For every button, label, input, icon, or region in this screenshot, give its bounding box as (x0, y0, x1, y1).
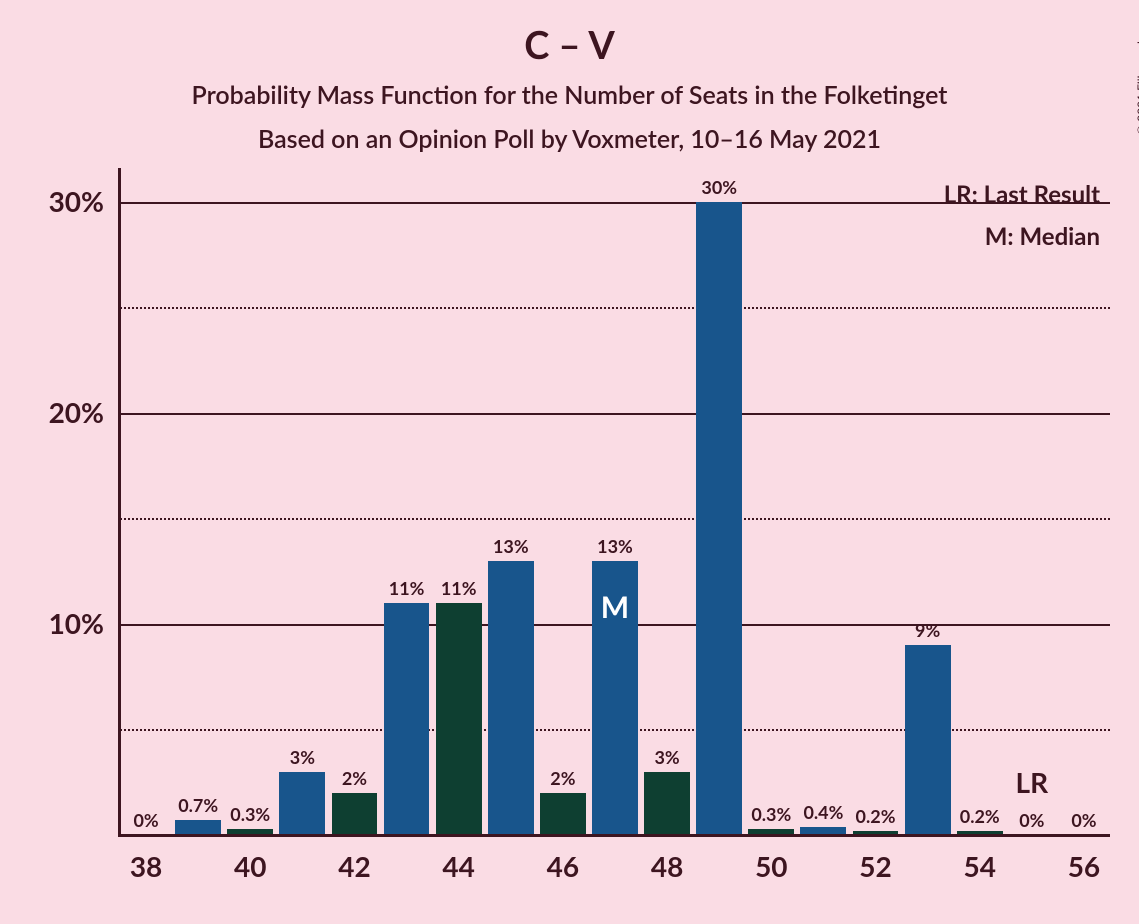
bar (540, 793, 586, 835)
bar-value-label: 0% (116, 809, 176, 831)
bar-value-label: 0.3% (741, 803, 801, 825)
bar-value-label: 2% (533, 767, 593, 789)
bar-value-label: 30% (689, 176, 749, 198)
bar-value-label: 2% (324, 767, 384, 789)
bar-value-label: 3% (637, 746, 697, 768)
x-tick-label: 46 (523, 849, 603, 883)
y-tick-label: 10% (4, 606, 104, 640)
x-tick-label: 54 (940, 849, 1020, 883)
last-result-marker: LR (992, 765, 1072, 799)
chart-subtitle-1: Probability Mass Function for the Number… (0, 80, 1139, 110)
x-tick-label: 40 (210, 849, 290, 883)
bar (488, 561, 534, 835)
x-tick-label: 42 (314, 849, 394, 883)
bar-value-label: 11% (377, 577, 437, 599)
x-tick-label: 56 (1044, 849, 1124, 883)
bar-value-label: 0% (1002, 809, 1062, 831)
bar (436, 603, 482, 835)
bar (905, 645, 951, 835)
bar (332, 793, 378, 835)
bar-value-label: 9% (898, 619, 958, 641)
bar (696, 202, 742, 835)
median-marker: M (592, 589, 638, 625)
x-tick-label: 48 (627, 849, 707, 883)
x-tick-label: 52 (836, 849, 916, 883)
bar (175, 820, 221, 835)
gridline-minor (120, 518, 1110, 520)
copyright-text: © 2021 Filip van Laenen (1134, 6, 1139, 135)
bar-value-label: 3% (272, 746, 332, 768)
gridline-minor (120, 307, 1110, 309)
bar-value-label: 0.2% (950, 805, 1010, 827)
x-tick-label: 50 (731, 849, 811, 883)
bar-value-label: 13% (585, 535, 645, 557)
y-tick-label: 20% (4, 395, 104, 429)
bar (279, 772, 325, 835)
bar-value-label: 13% (481, 535, 541, 557)
bar-value-label: 0.3% (220, 803, 280, 825)
bar-value-label: 0.2% (846, 805, 906, 827)
x-axis-line (118, 834, 1110, 837)
gridline-major (120, 413, 1110, 415)
bar (644, 772, 690, 835)
x-tick-label: 38 (106, 849, 186, 883)
plot-area: 10%20%30%384042444648505254560%0.7%0.3%3… (120, 170, 1110, 835)
bar-value-label: 0.7% (168, 794, 228, 816)
bar-value-label: 11% (429, 577, 489, 599)
chart-subtitle-2: Based on an Opinion Poll by Voxmeter, 10… (0, 124, 1139, 154)
y-axis-line (118, 168, 121, 837)
bar-value-label: 0% (1054, 809, 1114, 831)
chart-title: C – V (0, 22, 1139, 68)
y-tick-label: 30% (4, 184, 104, 218)
gridline-major (120, 202, 1110, 204)
bar (384, 603, 430, 835)
x-tick-label: 44 (419, 849, 499, 883)
bar-value-label: 0.4% (793, 801, 853, 823)
